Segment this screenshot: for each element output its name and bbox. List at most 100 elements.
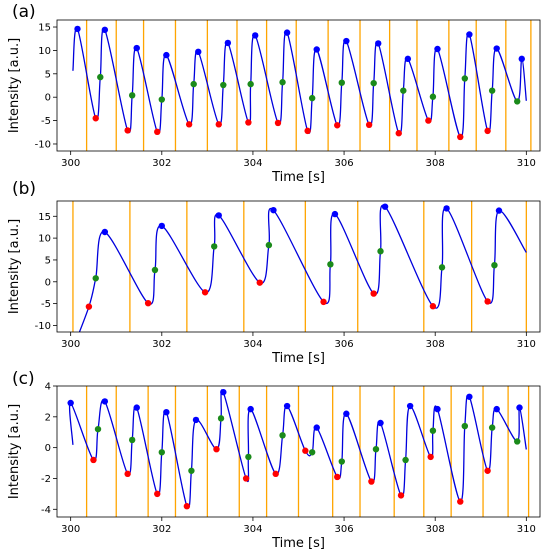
trough-point bbox=[256, 279, 263, 286]
mid-point bbox=[377, 248, 384, 255]
peak-point bbox=[343, 410, 350, 417]
trough-point bbox=[242, 475, 250, 482]
trough-point bbox=[215, 121, 222, 128]
mid-point bbox=[370, 79, 377, 87]
trough-point bbox=[334, 473, 341, 481]
x-tick-label: 300 bbox=[61, 158, 80, 169]
y-tick-label: 4 bbox=[45, 382, 51, 393]
mid-point bbox=[265, 241, 273, 249]
mid-point bbox=[279, 432, 286, 439]
peak-point bbox=[133, 44, 140, 52]
peak-point bbox=[516, 404, 523, 411]
peak-point bbox=[434, 405, 441, 413]
plot-area bbox=[67, 386, 530, 517]
trough-point bbox=[144, 299, 152, 307]
y-tick-label: -5 bbox=[41, 299, 51, 310]
axes-frame bbox=[56, 385, 541, 518]
x-tick-label: 300 bbox=[61, 339, 80, 350]
peak-point bbox=[101, 398, 109, 405]
mid-point bbox=[247, 80, 254, 88]
peak-point bbox=[133, 404, 140, 411]
trough-point bbox=[302, 447, 309, 454]
mid-point bbox=[158, 96, 166, 103]
peak-point bbox=[192, 416, 200, 424]
trough-point bbox=[183, 503, 191, 510]
y-tick-label: 0 bbox=[45, 93, 51, 104]
y-tick-label: 10 bbox=[38, 234, 51, 245]
panel-label: (a) bbox=[12, 2, 36, 22]
plot-area bbox=[72, 20, 532, 151]
trough-point bbox=[397, 492, 405, 499]
trough-point bbox=[365, 121, 373, 128]
x-tick-label: 306 bbox=[335, 339, 354, 350]
peak-point bbox=[215, 212, 222, 219]
mid-point bbox=[429, 93, 437, 100]
mid-point bbox=[514, 438, 521, 445]
peak-point bbox=[270, 206, 277, 214]
peak-point bbox=[406, 402, 414, 410]
mid-point bbox=[429, 427, 437, 434]
peak-point bbox=[74, 25, 81, 33]
peak-point bbox=[404, 55, 412, 63]
peak-point bbox=[101, 26, 109, 34]
x-tick-label: 310 bbox=[517, 524, 536, 535]
mid-point bbox=[92, 275, 99, 282]
mid-point bbox=[308, 449, 316, 456]
y-tick-label: 5 bbox=[45, 69, 51, 80]
trough-point bbox=[92, 115, 99, 122]
x-tick-label: 304 bbox=[243, 339, 262, 350]
panel-a: 300 302 304 306 308 310 -10 -5 0 5 10 15 Time [s] Int… bbox=[7, 2, 541, 185]
peak-point bbox=[101, 228, 109, 236]
peak-point bbox=[224, 39, 232, 47]
peak-point bbox=[343, 37, 350, 45]
peak-point bbox=[381, 203, 389, 210]
x-tick-label: 302 bbox=[152, 339, 171, 350]
mid-point bbox=[402, 456, 409, 464]
trough-point bbox=[484, 298, 491, 305]
mid-point bbox=[400, 87, 407, 94]
x-tick-label: 306 bbox=[335, 158, 354, 169]
x-axis-label: Time [s] bbox=[271, 351, 325, 366]
peak-point bbox=[493, 405, 500, 413]
peak-point bbox=[247, 405, 254, 413]
mid-point bbox=[128, 92, 136, 99]
x-axis-label: Time [s] bbox=[271, 170, 325, 185]
trough-point bbox=[457, 133, 464, 141]
y-axis-label: Intensity [a.u.] bbox=[7, 404, 22, 499]
panel-b: 300 302 304 306 308 310 -10 -5 0 5 10 15 Time [s] Int… bbox=[7, 179, 541, 366]
peak-point bbox=[331, 210, 339, 218]
mid-point bbox=[438, 264, 446, 271]
trough-point bbox=[213, 445, 220, 453]
mid-point bbox=[217, 415, 225, 422]
y-tick-label: 0 bbox=[45, 277, 51, 288]
peak-point bbox=[252, 32, 259, 39]
mid-point bbox=[245, 453, 252, 461]
trough-point bbox=[425, 117, 432, 124]
trough-point bbox=[320, 298, 327, 306]
peak-point bbox=[163, 51, 170, 59]
trough-point bbox=[272, 470, 279, 478]
mid-point bbox=[211, 243, 218, 250]
peak-point bbox=[313, 46, 320, 53]
x-tick-label: 304 bbox=[243, 158, 262, 169]
peak-point bbox=[163, 409, 170, 416]
y-tick-label: 5 bbox=[45, 255, 51, 266]
trough-point bbox=[368, 478, 375, 485]
trough-point bbox=[185, 121, 193, 128]
trough-point bbox=[395, 130, 402, 137]
signal-line bbox=[78, 204, 527, 332]
y-tick-label: -5 bbox=[41, 116, 51, 127]
x-tick-label: 304 bbox=[243, 524, 262, 535]
mid-point bbox=[488, 87, 496, 94]
peak-point bbox=[313, 424, 320, 431]
trough-point bbox=[429, 303, 437, 310]
trough-point bbox=[124, 470, 131, 478]
y-tick-label: -10 bbox=[35, 321, 51, 332]
peak-point bbox=[220, 388, 227, 396]
signal-line bbox=[72, 27, 527, 138]
peak-point bbox=[67, 399, 74, 407]
peak-point bbox=[283, 402, 291, 410]
mid-point bbox=[220, 81, 227, 89]
peak-point bbox=[495, 207, 503, 214]
trough-point bbox=[427, 453, 434, 461]
